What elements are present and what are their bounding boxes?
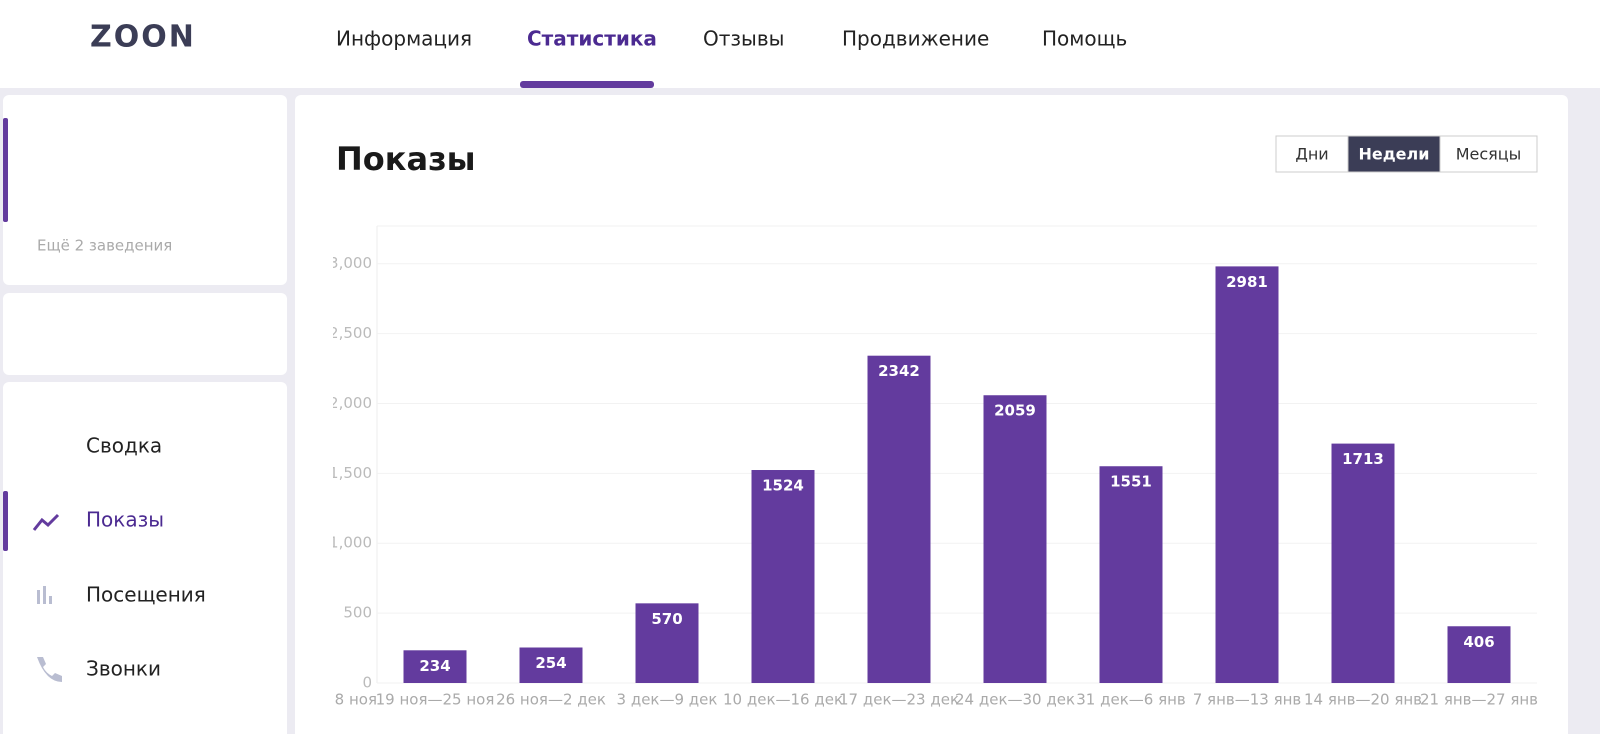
value-label: 2981 [1226,273,1268,291]
period-label[interactable]: Недели [1359,145,1430,164]
x-tick-label: 26 ноя—2 дек [496,691,606,709]
bar [1331,443,1395,683]
x-tick-label: 8 ноя [335,691,377,709]
menu-card [3,382,287,738]
card-accent [3,118,8,222]
value-label: 2059 [994,402,1036,420]
y-tick-label: 1,000 [329,534,372,552]
y-tick-label: 0 [362,674,372,692]
nav-item[interactable]: Статистика [527,27,657,51]
bar [403,650,467,683]
bar [635,603,699,683]
value-label: 406 [1463,633,1494,651]
menu-item[interactable]: Посещения [86,583,206,607]
x-tick-label: 24 дек—30 дек [955,691,1075,709]
nav-item[interactable]: Помощь [1042,27,1127,51]
value-label: 1524 [762,477,804,495]
menu-item[interactable]: Звонки [86,657,161,681]
bar [867,355,931,683]
x-tick-label: 3 дек—9 дек [617,691,718,709]
x-tick-label: 21 янв—27 янв [1420,691,1538,709]
logo[interactable]: ZOON [90,20,196,55]
value-label: 234 [419,657,450,675]
y-tick-label: 3,000 [329,254,372,272]
more-link[interactable]: Ещё 2 заведения [37,237,172,255]
card [3,293,287,375]
value-label: 570 [651,610,682,628]
bar [1215,266,1279,683]
period-label[interactable]: Месяцы [1456,145,1522,164]
x-tick-label: 10 дек—16 дек [723,691,843,709]
value-label: 2342 [878,362,920,380]
period-button[interactable] [1347,135,1441,173]
bar [751,470,815,683]
nav-underline [520,81,654,88]
x-tick-label: 7 янв—13 янв [1193,691,1302,709]
period-label[interactable]: Дни [1295,145,1328,164]
menu-item[interactable]: Сводка [86,434,162,458]
bar [519,647,583,683]
x-tick-label: 31 дек—6 янв [1076,691,1186,709]
nav-item[interactable]: Отзывы [703,27,784,51]
card [3,95,287,285]
value-label: 1551 [1110,473,1152,491]
x-tick-label: 17 дек—23 дек [839,691,959,709]
y-tick-label: 2,500 [329,324,372,342]
bar [1447,626,1511,683]
nav-item[interactable]: Продвижение [842,27,989,51]
icon-bars [37,586,52,604]
icon-trend [32,513,60,531]
x-tick-label: 14 янв—20 янв [1304,691,1422,709]
icon-phone [37,657,62,682]
y-tick-label: 500 [343,604,372,622]
nav-item[interactable]: Информация [336,27,472,51]
y-tick-label: 2,000 [329,394,372,412]
x-tick-label: 19 ноя—25 ноя [376,691,495,709]
period-button[interactable] [1439,135,1538,173]
header [0,0,1600,88]
y-tick-label: 1,500 [329,464,372,482]
menu-accent [3,491,8,551]
menu-item[interactable]: Показы [86,508,164,532]
bar [983,395,1047,683]
bar [1099,466,1163,683]
panel-title: Показы [336,140,476,178]
value-label: 1713 [1342,450,1384,468]
value-label: 254 [535,654,566,672]
